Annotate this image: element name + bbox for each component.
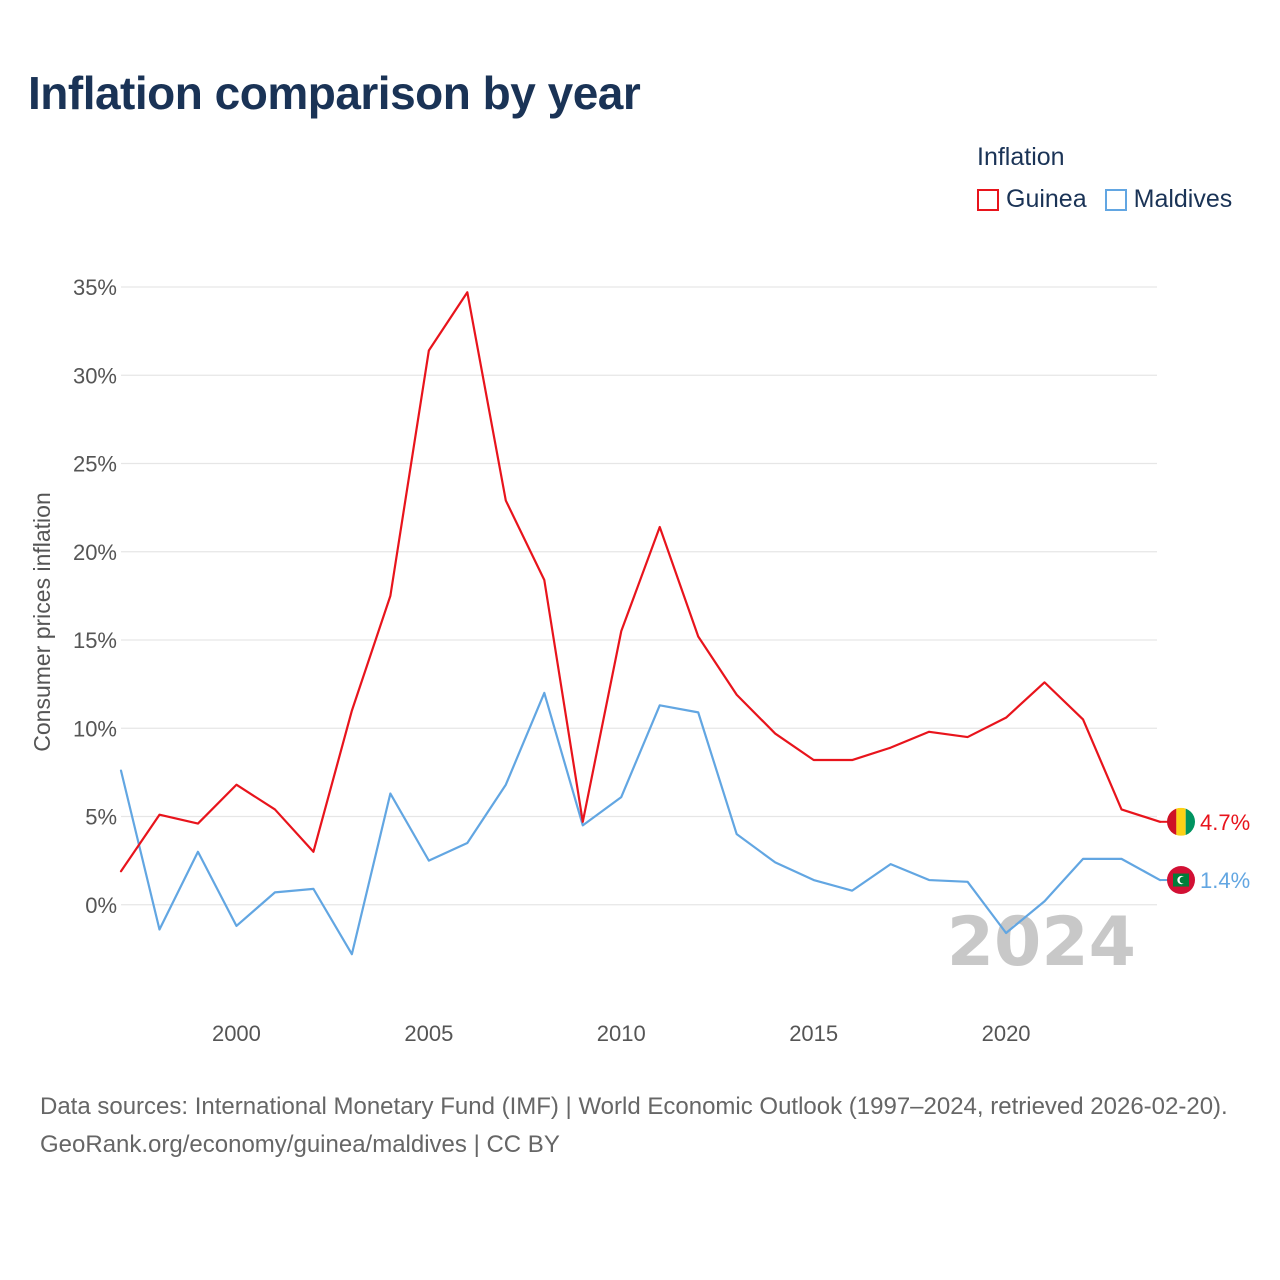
chart-plot: 0%5%10%15%20%25%30%35% 2000 2005 2010 2015 2…	[29, 275, 1250, 1046]
legend-swatch-maldives	[1104, 188, 1127, 211]
y-tick-label: 10%	[73, 716, 117, 741]
y-axis-title: Consumer prices inflation	[29, 492, 55, 752]
legend-label-maldives: Maldives	[1133, 185, 1233, 213]
footer-sources: Data sources: International Monetary Fun…	[40, 1093, 1228, 1120]
x-axis-ticks: 2000 2005 2010 2015 2020	[212, 1021, 1031, 1046]
guinea-flag-icon	[1167, 807, 1195, 836]
footer: Data sources: International Monetary Fun…	[40, 1088, 1250, 1164]
year-watermark: 2024	[947, 903, 1136, 982]
y-tick-label: 0%	[85, 893, 117, 918]
x-tick-label: 2020	[982, 1021, 1031, 1046]
y-tick-label: 30%	[73, 363, 117, 388]
end-label-maldives: 1.4%	[1200, 868, 1250, 893]
end-label-guinea: 4.7%	[1200, 810, 1250, 835]
y-tick-label: 20%	[73, 540, 117, 565]
legend-title: Inflation	[977, 143, 1065, 171]
legend: Guinea Maldives	[977, 185, 1250, 214]
legend-label-guinea: Guinea	[1006, 185, 1087, 213]
series-lines	[119, 291, 1162, 956]
y-tick-label: 25%	[73, 452, 117, 477]
x-tick-label: 2015	[789, 1021, 838, 1046]
y-tick-label: 15%	[73, 628, 117, 653]
y-axis-ticks: 0% 5% 10% 15% 20% 25% 30% 35%	[73, 275, 117, 918]
y-tick-label: 35%	[73, 275, 117, 300]
y-tick-label: 5%	[85, 805, 117, 830]
end-markers: 4.7% 1.4%	[1160, 807, 1250, 895]
legend-item-guinea[interactable]: Guinea	[977, 185, 1087, 214]
series-line-guinea	[119, 291, 1162, 873]
gridlines	[121, 286, 1157, 906]
legend-item-maldives[interactable]: Maldives	[1104, 185, 1233, 214]
x-tick-label: 2010	[597, 1021, 646, 1046]
legend-swatch-guinea	[977, 188, 999, 211]
x-tick-label: 2005	[404, 1021, 453, 1046]
series-line-maldives	[119, 691, 1162, 956]
chart-title: Inflation comparison by year	[28, 67, 641, 119]
footer-credit[interactable]: GeoRank.org/economy/guinea/maldives | CC…	[40, 1131, 560, 1158]
x-tick-label: 2000	[212, 1021, 261, 1046]
maldives-flag-icon	[1167, 866, 1195, 895]
